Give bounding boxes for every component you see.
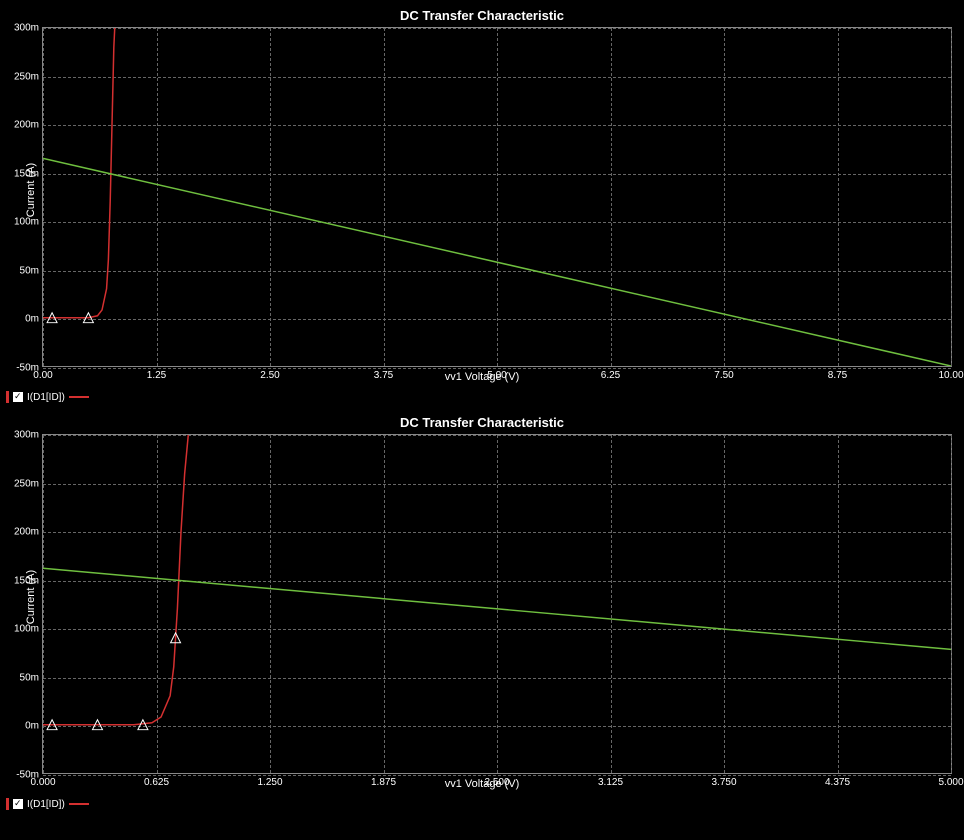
y-tick-label: 250m xyxy=(14,71,39,82)
chart-2-legend-label: I(D1[ID]) xyxy=(27,799,65,810)
series-load-line xyxy=(43,568,951,649)
y-tick-label: 0m xyxy=(25,721,39,732)
chart-1-legend-line-icon xyxy=(69,396,89,398)
series-load-line xyxy=(43,158,951,366)
y-tick-label: 100m xyxy=(14,624,39,635)
y-tick-label: 250m xyxy=(14,478,39,489)
legend-bar-icon xyxy=(6,391,9,403)
x-tick-label: 6.25 xyxy=(601,370,620,381)
y-tick-label: 150m xyxy=(14,168,39,179)
x-tick-label: 0.625 xyxy=(144,777,169,788)
y-tick-label: 100m xyxy=(14,217,39,228)
chart-2-plot-area[interactable]: -50m0m50m100m150m200m250m300m0.0000.6251… xyxy=(42,434,952,774)
x-tick-label: 8.75 xyxy=(828,370,847,381)
x-tick-label: 3.75 xyxy=(374,370,393,381)
y-tick-label: 200m xyxy=(14,120,39,131)
x-tick-label: 2.50 xyxy=(260,370,279,381)
legend-checkbox-icon[interactable] xyxy=(13,392,23,402)
x-tick-label: 3.125 xyxy=(598,777,623,788)
chart-1-legend[interactable]: I(D1[ID]) xyxy=(0,387,964,407)
chart-1-xlabel: vv1 Voltage (V) xyxy=(0,367,964,387)
chart-2: DC Transfer Characteristic Current (A) -… xyxy=(0,407,964,814)
x-tick-label: 1.25 xyxy=(147,370,166,381)
legend-checkbox-icon[interactable] xyxy=(13,799,23,809)
x-tick-label: 7.50 xyxy=(714,370,733,381)
y-tick-label: 50m xyxy=(20,265,39,276)
x-tick-label: 1.250 xyxy=(257,777,282,788)
x-tick-label: 5.000 xyxy=(938,777,963,788)
y-tick-label: 50m xyxy=(20,672,39,683)
y-tick-label: 0m xyxy=(25,314,39,325)
x-tick-label: 0.00 xyxy=(33,370,52,381)
chart-1-legend-label: I(D1[ID]) xyxy=(27,392,65,403)
x-tick-label: 3.750 xyxy=(711,777,736,788)
y-tick-label: 200m xyxy=(14,527,39,538)
x-tick-label: 5.00 xyxy=(487,370,506,381)
chart-1: DC Transfer Characteristic Current (A) -… xyxy=(0,0,964,407)
chart-2-legend-line-icon xyxy=(69,803,89,805)
y-tick-label: 300m xyxy=(14,23,39,34)
x-tick-label: 2.500 xyxy=(484,777,509,788)
x-tick-label: 10.00 xyxy=(938,370,963,381)
series-diode-current xyxy=(43,9,116,318)
chart-2-title: DC Transfer Characteristic xyxy=(0,407,964,434)
x-tick-label: 4.375 xyxy=(825,777,850,788)
chart-1-plot-area[interactable]: -50m0m50m100m150m200m250m300m0.001.252.5… xyxy=(42,27,952,367)
chart-1-title: DC Transfer Characteristic xyxy=(0,0,964,27)
x-tick-label: 1.875 xyxy=(371,777,396,788)
x-tick-label: 0.000 xyxy=(30,777,55,788)
chart-2-legend[interactable]: I(D1[ID]) xyxy=(0,794,964,814)
y-tick-label: 150m xyxy=(14,575,39,586)
legend-bar-icon xyxy=(6,798,9,810)
y-tick-label: 300m xyxy=(14,430,39,441)
